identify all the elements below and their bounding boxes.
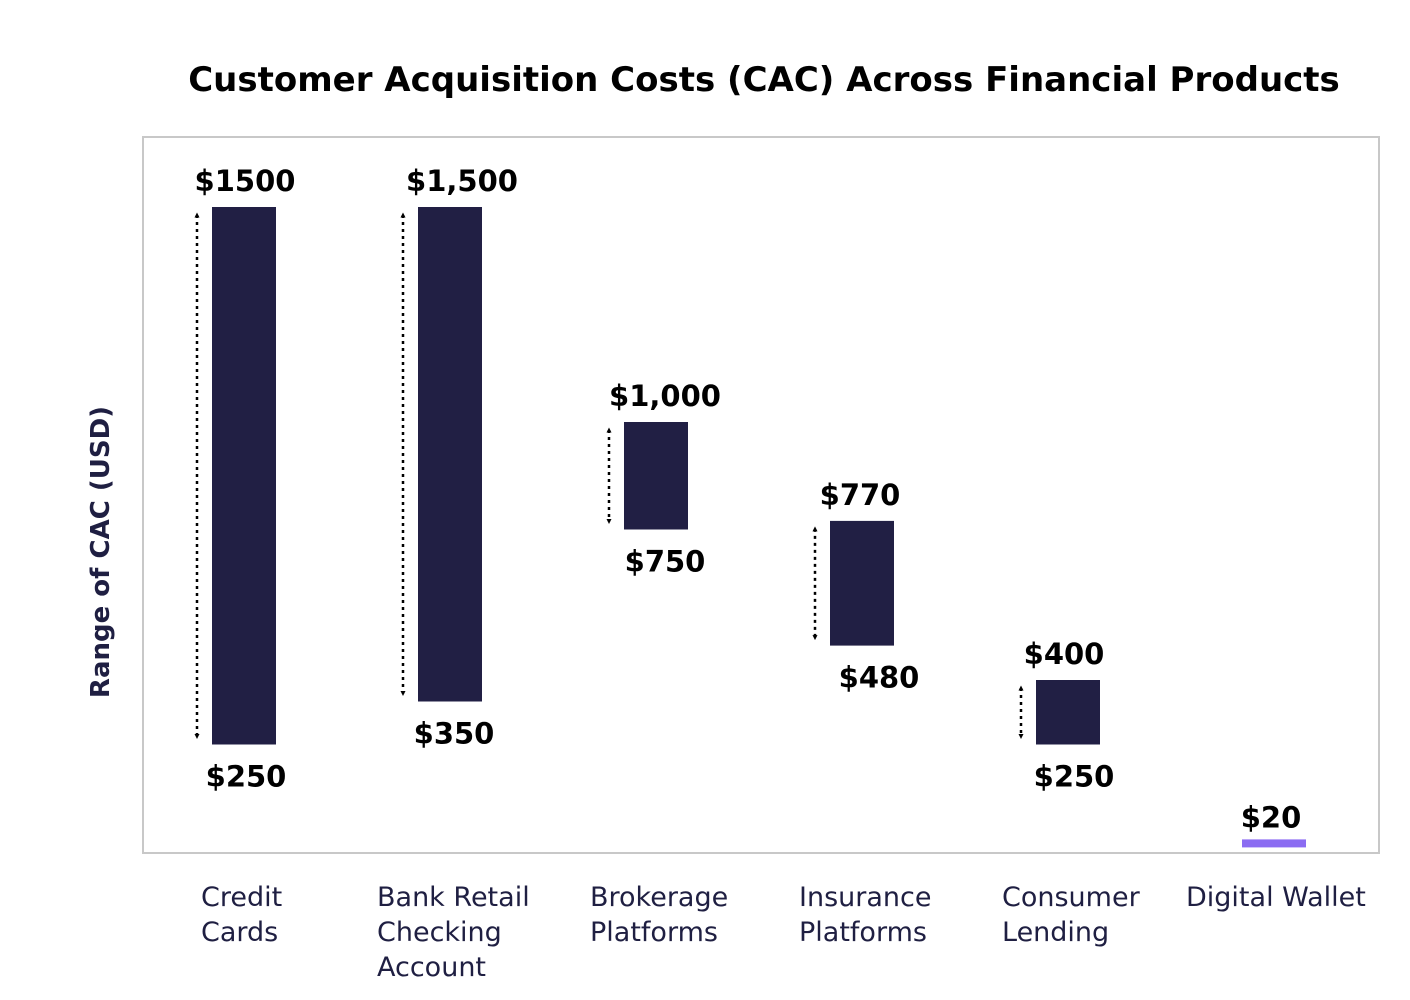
category-label-1: Bank Retail Checking Account xyxy=(377,882,530,983)
bar-2 xyxy=(624,422,688,530)
bar-5 xyxy=(1242,839,1306,848)
high-value-label-4: $400 xyxy=(1024,637,1105,671)
category-label-0: Credit Cards xyxy=(201,882,282,948)
category-label-3: Insurance Platforms xyxy=(799,882,931,948)
category-label-line: Consumer xyxy=(1002,882,1141,913)
high-value-label-1: $1,500 xyxy=(406,164,518,198)
category-label-line: Bank Retail xyxy=(377,882,530,913)
category-label-line: Credit xyxy=(201,882,282,913)
category-label-2: Brokerage Platforms xyxy=(590,882,728,948)
low-value-label-3: $480 xyxy=(839,661,920,695)
low-value-label-1: $350 xyxy=(414,717,495,751)
category-label-line: Platforms xyxy=(799,917,927,948)
low-value-label-2: $750 xyxy=(625,545,706,579)
category-label-5: Digital Wallet xyxy=(1186,882,1366,913)
category-label-line: Cards xyxy=(201,917,278,948)
chart-marks: $1500 $250 Credit Cards $1,500 $350 Bank Retai… xyxy=(194,164,1366,983)
category-label-line: Checking xyxy=(377,917,502,948)
low-value-label-0: $250 xyxy=(206,760,287,794)
bar-1 xyxy=(418,207,482,702)
bar-3 xyxy=(830,520,894,646)
low-value-label-4: $250 xyxy=(1034,760,1115,794)
y-axis-label: Range of CAC (USD) xyxy=(86,406,116,698)
category-label-line: Account xyxy=(377,952,486,983)
category-label-line: Brokerage xyxy=(590,882,728,913)
high-value-label-2: $1,000 xyxy=(609,379,721,413)
category-label-4: Consumer Lending xyxy=(1002,882,1141,948)
bar-0 xyxy=(212,207,276,745)
category-label-line: Insurance xyxy=(799,882,931,913)
chart-title: Customer Acquisition Costs (CAC) Across … xyxy=(188,60,1340,100)
category-label-line: Lending xyxy=(1002,917,1109,948)
high-value-label-0: $1500 xyxy=(195,164,296,198)
bar-4 xyxy=(1036,680,1100,745)
high-value-label-3: $770 xyxy=(820,478,901,512)
category-label-line: Digital Wallet xyxy=(1186,882,1366,913)
high-value-label-5: $20 xyxy=(1241,800,1302,834)
category-label-line: Platforms xyxy=(590,917,718,948)
plot-area-frame xyxy=(142,136,1380,854)
